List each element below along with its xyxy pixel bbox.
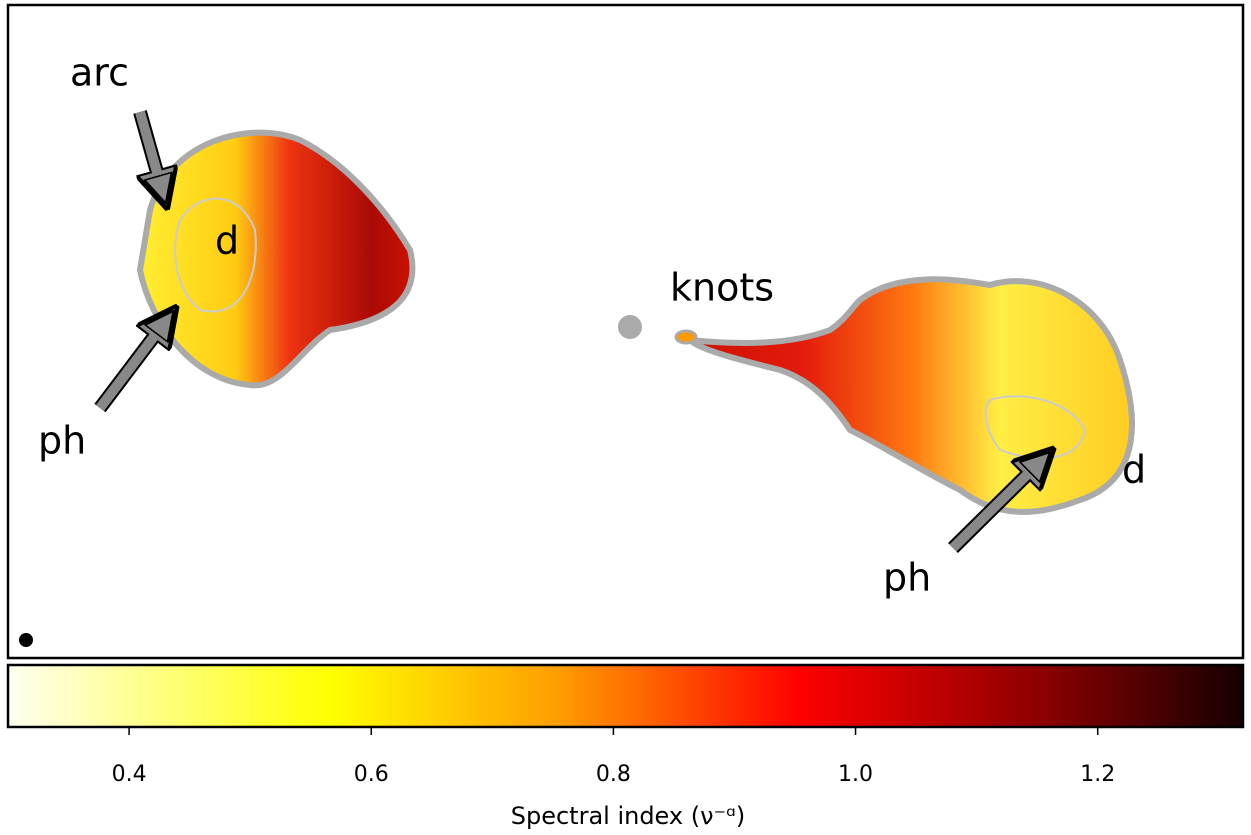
- annotation: d: [1122, 448, 1146, 492]
- annotation: ph: [883, 556, 931, 600]
- tick-label: 1.0: [838, 762, 873, 787]
- tick-label: 0.8: [596, 762, 631, 787]
- tick-label: 0.6: [354, 762, 389, 787]
- annotation: d: [215, 219, 239, 263]
- annotation: arc: [70, 51, 129, 95]
- colorbar: [6, 663, 1245, 729]
- annotation: ph: [38, 419, 86, 463]
- colorbar-label: Spectral index (ν⁻ᵅ): [511, 802, 746, 830]
- annotation: knots: [670, 266, 774, 310]
- tick-label: 1.2: [1080, 762, 1115, 787]
- arrows: [94, 110, 1040, 553]
- tick-label: 0.4: [112, 762, 147, 787]
